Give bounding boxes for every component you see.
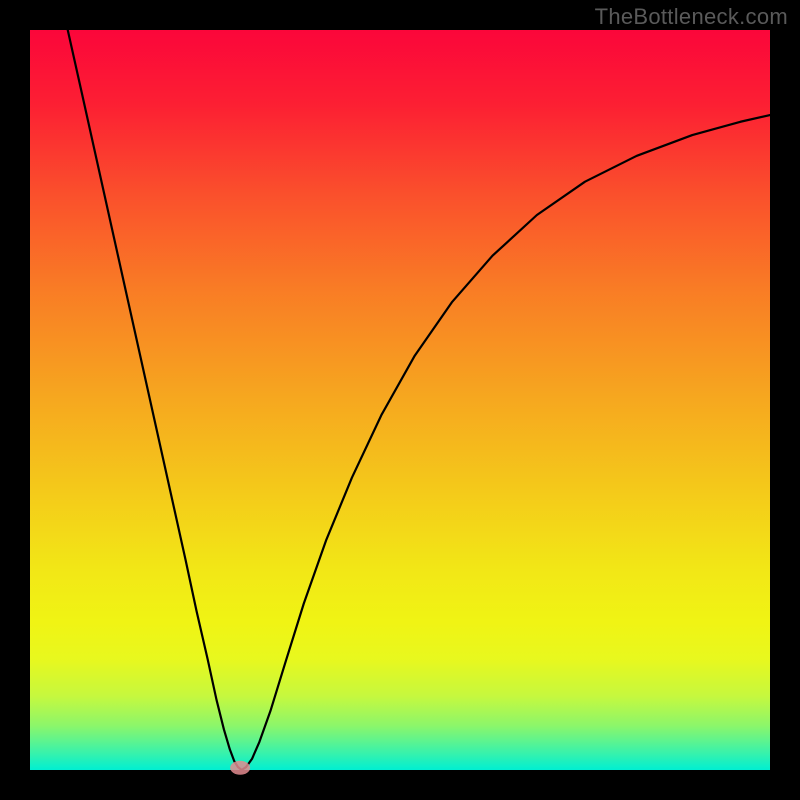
watermark-text: TheBottleneck.com (595, 4, 788, 30)
chart-container: TheBottleneck.com (0, 0, 800, 800)
bottleneck-chart (0, 0, 800, 800)
optimal-point-marker (230, 761, 250, 775)
chart-plot-background (30, 30, 770, 770)
